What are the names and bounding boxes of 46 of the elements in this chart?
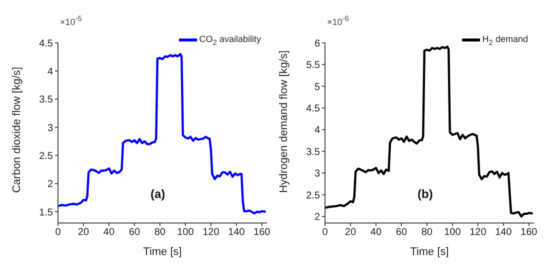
x-tick-label: 140 xyxy=(495,227,512,238)
x-tick-label: 120 xyxy=(470,227,487,238)
y-tick-label: 2 xyxy=(314,212,320,224)
annotation: (a) xyxy=(150,187,166,201)
annotation: (b) xyxy=(418,187,433,201)
x-tick-label: 80 xyxy=(154,227,166,238)
x-tick-label: 140 xyxy=(228,227,246,238)
y-axis-title: Hydrogen demand flow [kg/s] xyxy=(278,50,290,193)
y-tick-label: 1.5 xyxy=(39,207,54,218)
line-series xyxy=(58,52,267,215)
x-axis-title: Time [s] xyxy=(143,246,182,258)
x-tick-label: 0 xyxy=(322,227,328,238)
x-tick-label: 100 xyxy=(177,227,194,238)
y-tick-label: 3.5 xyxy=(306,146,320,158)
legend-label: CO$_{2}$ availability xyxy=(199,34,261,47)
y-tick-label: 4 xyxy=(314,125,320,136)
y-tick-label: 2.5 xyxy=(39,150,54,162)
y-tick-label: 2 xyxy=(47,179,54,190)
line-series xyxy=(325,46,534,218)
y-tick-label: 5 xyxy=(314,82,320,93)
x-tick-label: 40 xyxy=(370,227,382,238)
x-tick-label: 60 xyxy=(128,227,140,238)
y-axis-title: Carbon dioxide flow [kg/s] xyxy=(10,66,23,193)
x-axis-title: Time [s] xyxy=(410,246,449,258)
y-tick-label: 4.5 xyxy=(39,38,54,50)
x-tick-label: 120 xyxy=(202,227,220,238)
text: ×10$^{-5}$ xyxy=(60,14,82,27)
text: ×10$^{-6}$ xyxy=(327,14,349,27)
x-tick-label: 0 xyxy=(55,227,62,238)
y-tick-label: 6 xyxy=(314,38,320,50)
y-tick-label: 4.5 xyxy=(306,103,320,114)
y-tick-label: 2.5 xyxy=(306,190,320,202)
x-tick-label: 60 xyxy=(396,227,408,238)
x-tick-label: 160 xyxy=(254,227,271,238)
x-tick-label: 80 xyxy=(421,227,433,238)
x-tick-label: 20 xyxy=(344,227,356,238)
x-tick-label: 160 xyxy=(520,227,538,238)
x-tick-label: 20 xyxy=(78,227,90,238)
y-tick-label: 3.5 xyxy=(39,94,54,106)
y-tick-label: 5.5 xyxy=(306,60,320,72)
x-tick-label: 100 xyxy=(444,227,462,238)
x-tick-label: 40 xyxy=(103,227,115,238)
y-tick-label: 3 xyxy=(314,168,320,180)
y-tick-label: 3 xyxy=(47,122,54,134)
legend-label: H$_{2}$ demand xyxy=(482,34,528,47)
y-tick-label: 4 xyxy=(47,66,54,78)
